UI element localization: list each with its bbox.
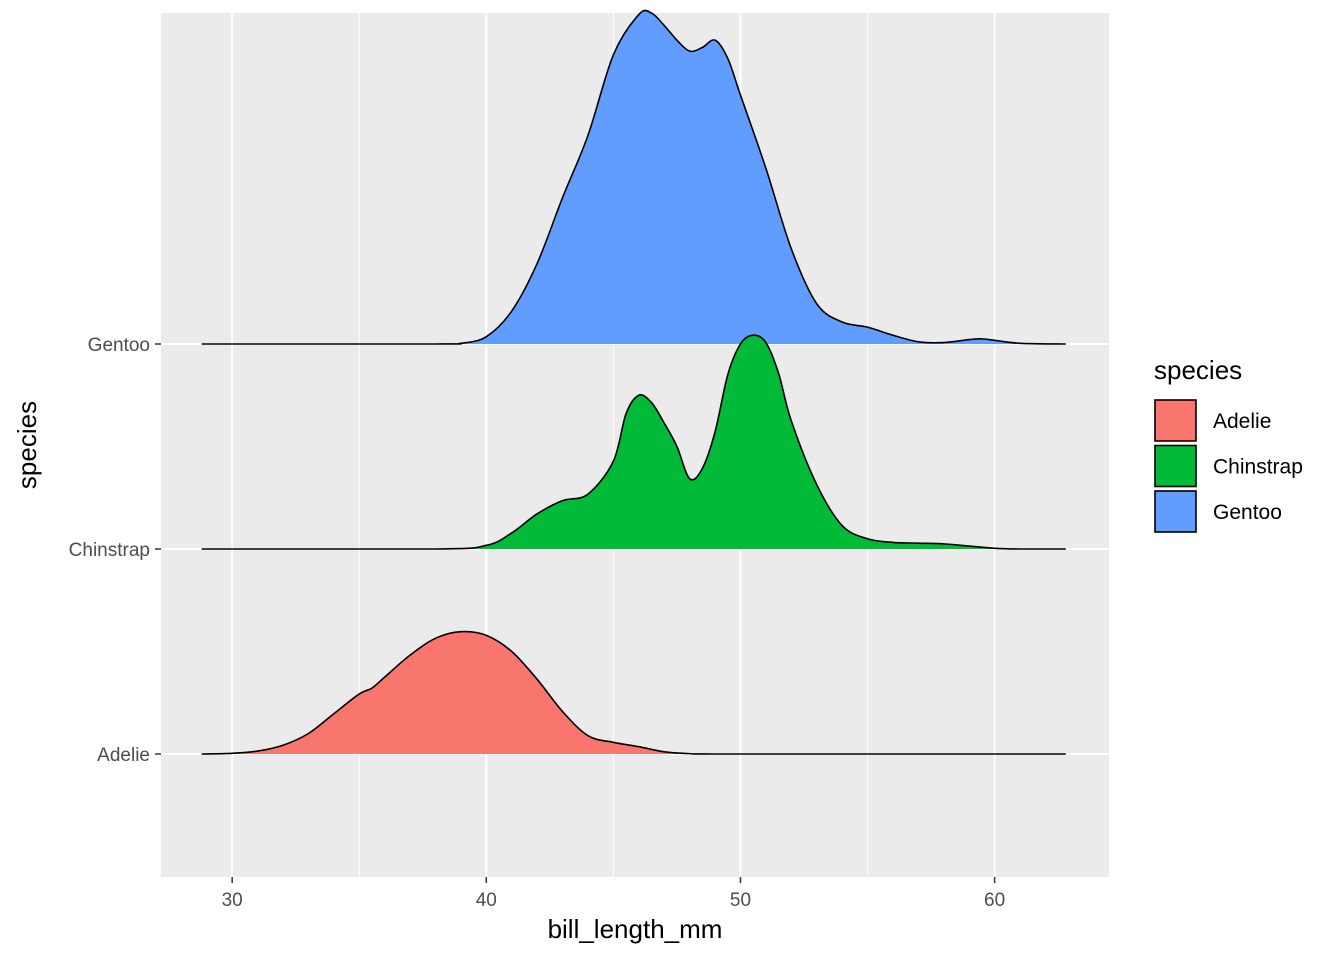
x-tick-label: 60 — [984, 890, 1005, 911]
ridge-area-adelie — [201, 631, 1066, 754]
x-tick-label: 30 — [222, 890, 243, 911]
x-tick-label: 50 — [730, 890, 751, 911]
x-axis-title: bill_length_mm — [548, 914, 723, 944]
ridge-area-chinstrap — [201, 335, 1066, 549]
ridge-outline-gentoo — [201, 9, 1066, 345]
legend-label: Adelie — [1213, 410, 1271, 433]
legend-key-chinstrap — [1154, 444, 1197, 488]
x-axis: 30 40 50 60 — [222, 877, 1005, 911]
y-axis-title: species — [12, 401, 42, 489]
y-tick-label: Adelie — [97, 745, 150, 766]
legend: species Adelie Chinstrap Gentoo — [1154, 355, 1303, 533]
ridge-area-gentoo — [201, 10, 1066, 344]
y-tick-label: Chinstrap — [69, 540, 150, 561]
x-tick-label: 40 — [476, 890, 497, 911]
y-tick-label: Gentoo — [88, 335, 150, 356]
y-axis: Adelie Chinstrap Gentoo — [69, 335, 161, 766]
ridge-outline-adelie — [201, 630, 1066, 755]
legend-label: Gentoo — [1213, 501, 1282, 524]
legend-key-adelie — [1154, 399, 1197, 442]
legend-title: species — [1154, 355, 1242, 385]
legend-key-gentoo — [1154, 490, 1197, 533]
density-ridges — [201, 9, 1066, 755]
ridge-outline-chinstrap — [201, 334, 1066, 550]
legend-label: Chinstrap — [1213, 456, 1303, 479]
